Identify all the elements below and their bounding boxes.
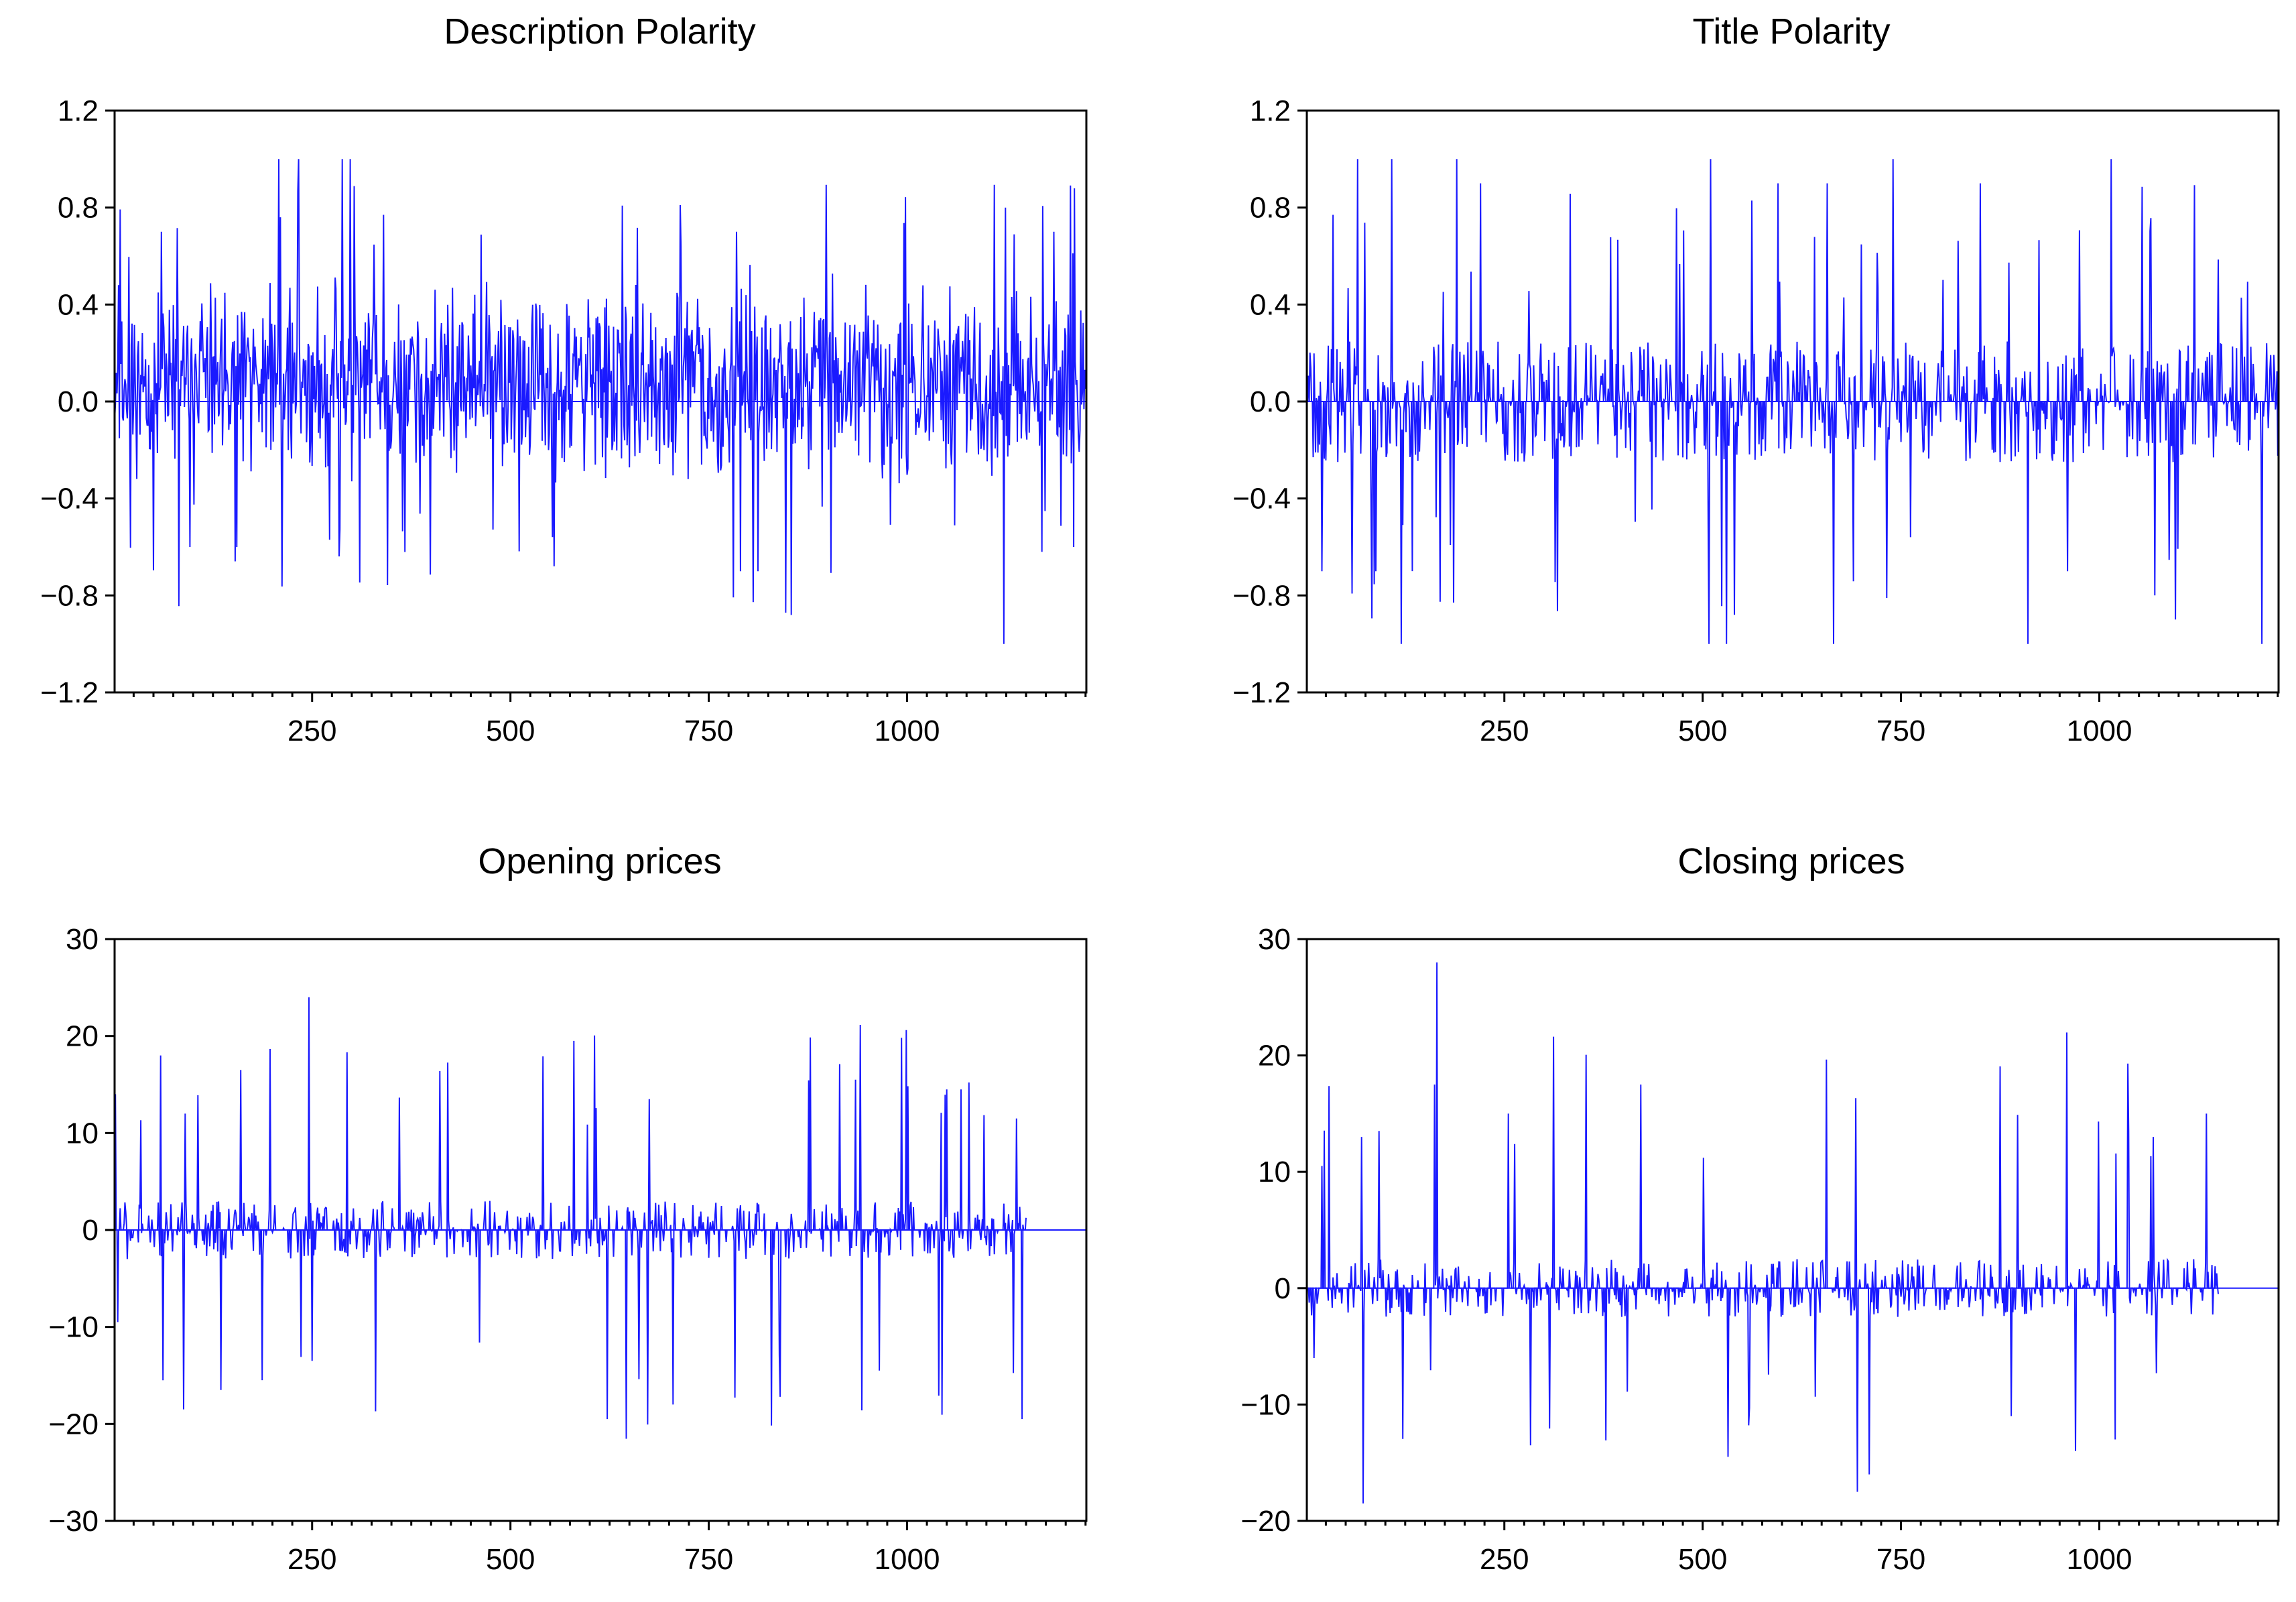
plot-frame-closing-prices [1305,938,2280,1522]
plot-frame-title-polarity [1305,109,2280,694]
y-tick-label: 1.2 [1250,95,1291,127]
y-tick-label: −0.8 [1232,579,1291,612]
x-tick-label: 1000 [2067,715,2132,747]
axes-title-polarity: 1.2 0.8 0.4 0.0 −0.4 −0.8 −1.2 250 500 750 1000 [1232,95,2279,747]
series-line-opening-prices [114,997,1027,1439]
y-tick-label: 10 [66,1117,99,1150]
x-tick-label: 750 [1876,1543,1925,1576]
panel-title-description-polarity: Description Polarity [444,11,755,52]
y-tick-label: −10 [1240,1388,1291,1421]
x-tick-label: 250 [288,1543,336,1576]
panel-title-closing-prices: Closing prices [1677,841,1905,881]
y-tick-label: 0.0 [1250,385,1291,418]
y-tick-label: −20 [1240,1505,1291,1538]
x-tick-label: 750 [684,1543,733,1576]
series-line-description-polarity [114,159,1087,644]
axes-opening-prices: 30 20 10 0 −10 −20 −30 250 500 750 1000 [48,923,1087,1576]
y-tick-label: −10 [48,1311,99,1344]
panel-title-polarity: Title Polarity 1.2 0.8 0.4 0.0 −0.4 −0.8 −1.2 2… [1232,11,2280,747]
plot-frame-description-polarity [113,109,1088,694]
y-tick-label: −30 [48,1505,99,1538]
y-tick-label: 0 [82,1214,99,1247]
panel-opening-prices: Opening prices 30 20 10 0 −10 −20 −30 250 500 750… [48,841,1088,1576]
plot-frame-opening-prices [113,938,1088,1522]
axes-description-polarity: 1.2 0.8 0.4 0.0 −0.4 −0.8 −1.2 250 500 750 1000 [40,95,1087,747]
y-tick-label: 1.2 [58,95,99,127]
x-tick-label: 500 [486,715,535,747]
y-tick-label: 30 [1258,923,1291,956]
y-tick-label: 10 [1258,1156,1291,1188]
y-tick-label: 0 [1275,1272,1291,1305]
axes-closing-prices: 30 20 10 0 −10 −20 250 500 750 1000 [1240,923,2279,1576]
x-tick-label: 1000 [2067,1543,2132,1576]
y-tick-label: −0.4 [1232,483,1291,515]
series-description-polarity [114,159,1087,644]
x-tick-label: 250 [1480,1543,1529,1576]
panel-closing-prices: Closing prices 30 20 10 0 −10 −20 250 500 750 100… [1240,841,2280,1576]
y-tick-label: −1.2 [40,676,99,709]
panel-description-polarity: Description Polarity 1.2 0.8 0.4 0.0 −0.4 −0.… [40,11,1088,747]
y-tick-label: 30 [66,923,99,956]
y-tick-label: −20 [48,1408,99,1440]
y-tick-label: 0.8 [1250,192,1291,225]
x-tick-label: 500 [1678,1543,1727,1576]
y-tick-label: 20 [1258,1040,1291,1072]
panel-title-opening-prices: Opening prices [478,841,721,881]
y-tick-label: 0.4 [1250,288,1291,321]
x-tick-label: 1000 [875,715,940,747]
panel-title-title-polarity: Title Polarity [1692,11,1890,52]
x-tick-label: 750 [684,715,733,747]
y-tick-label: −1.2 [1232,676,1291,709]
y-tick-label: −0.4 [40,483,99,515]
series-closing-prices [1307,962,2219,1504]
y-tick-label: 20 [66,1020,99,1053]
x-tick-label: 500 [486,1543,535,1576]
x-tick-label: 250 [1480,715,1529,747]
y-tick-label: 0.0 [58,385,99,418]
series-opening-prices [114,997,1027,1439]
x-tick-label: 250 [288,715,336,747]
x-tick-label: 1000 [875,1543,940,1576]
series-line-closing-prices [1307,962,2219,1504]
y-tick-label: −0.8 [40,579,99,612]
y-tick-label: 0.4 [58,288,99,321]
x-tick-label: 750 [1876,715,1925,747]
y-tick-label: 0.8 [58,192,99,225]
x-tick-label: 500 [1678,715,1727,747]
